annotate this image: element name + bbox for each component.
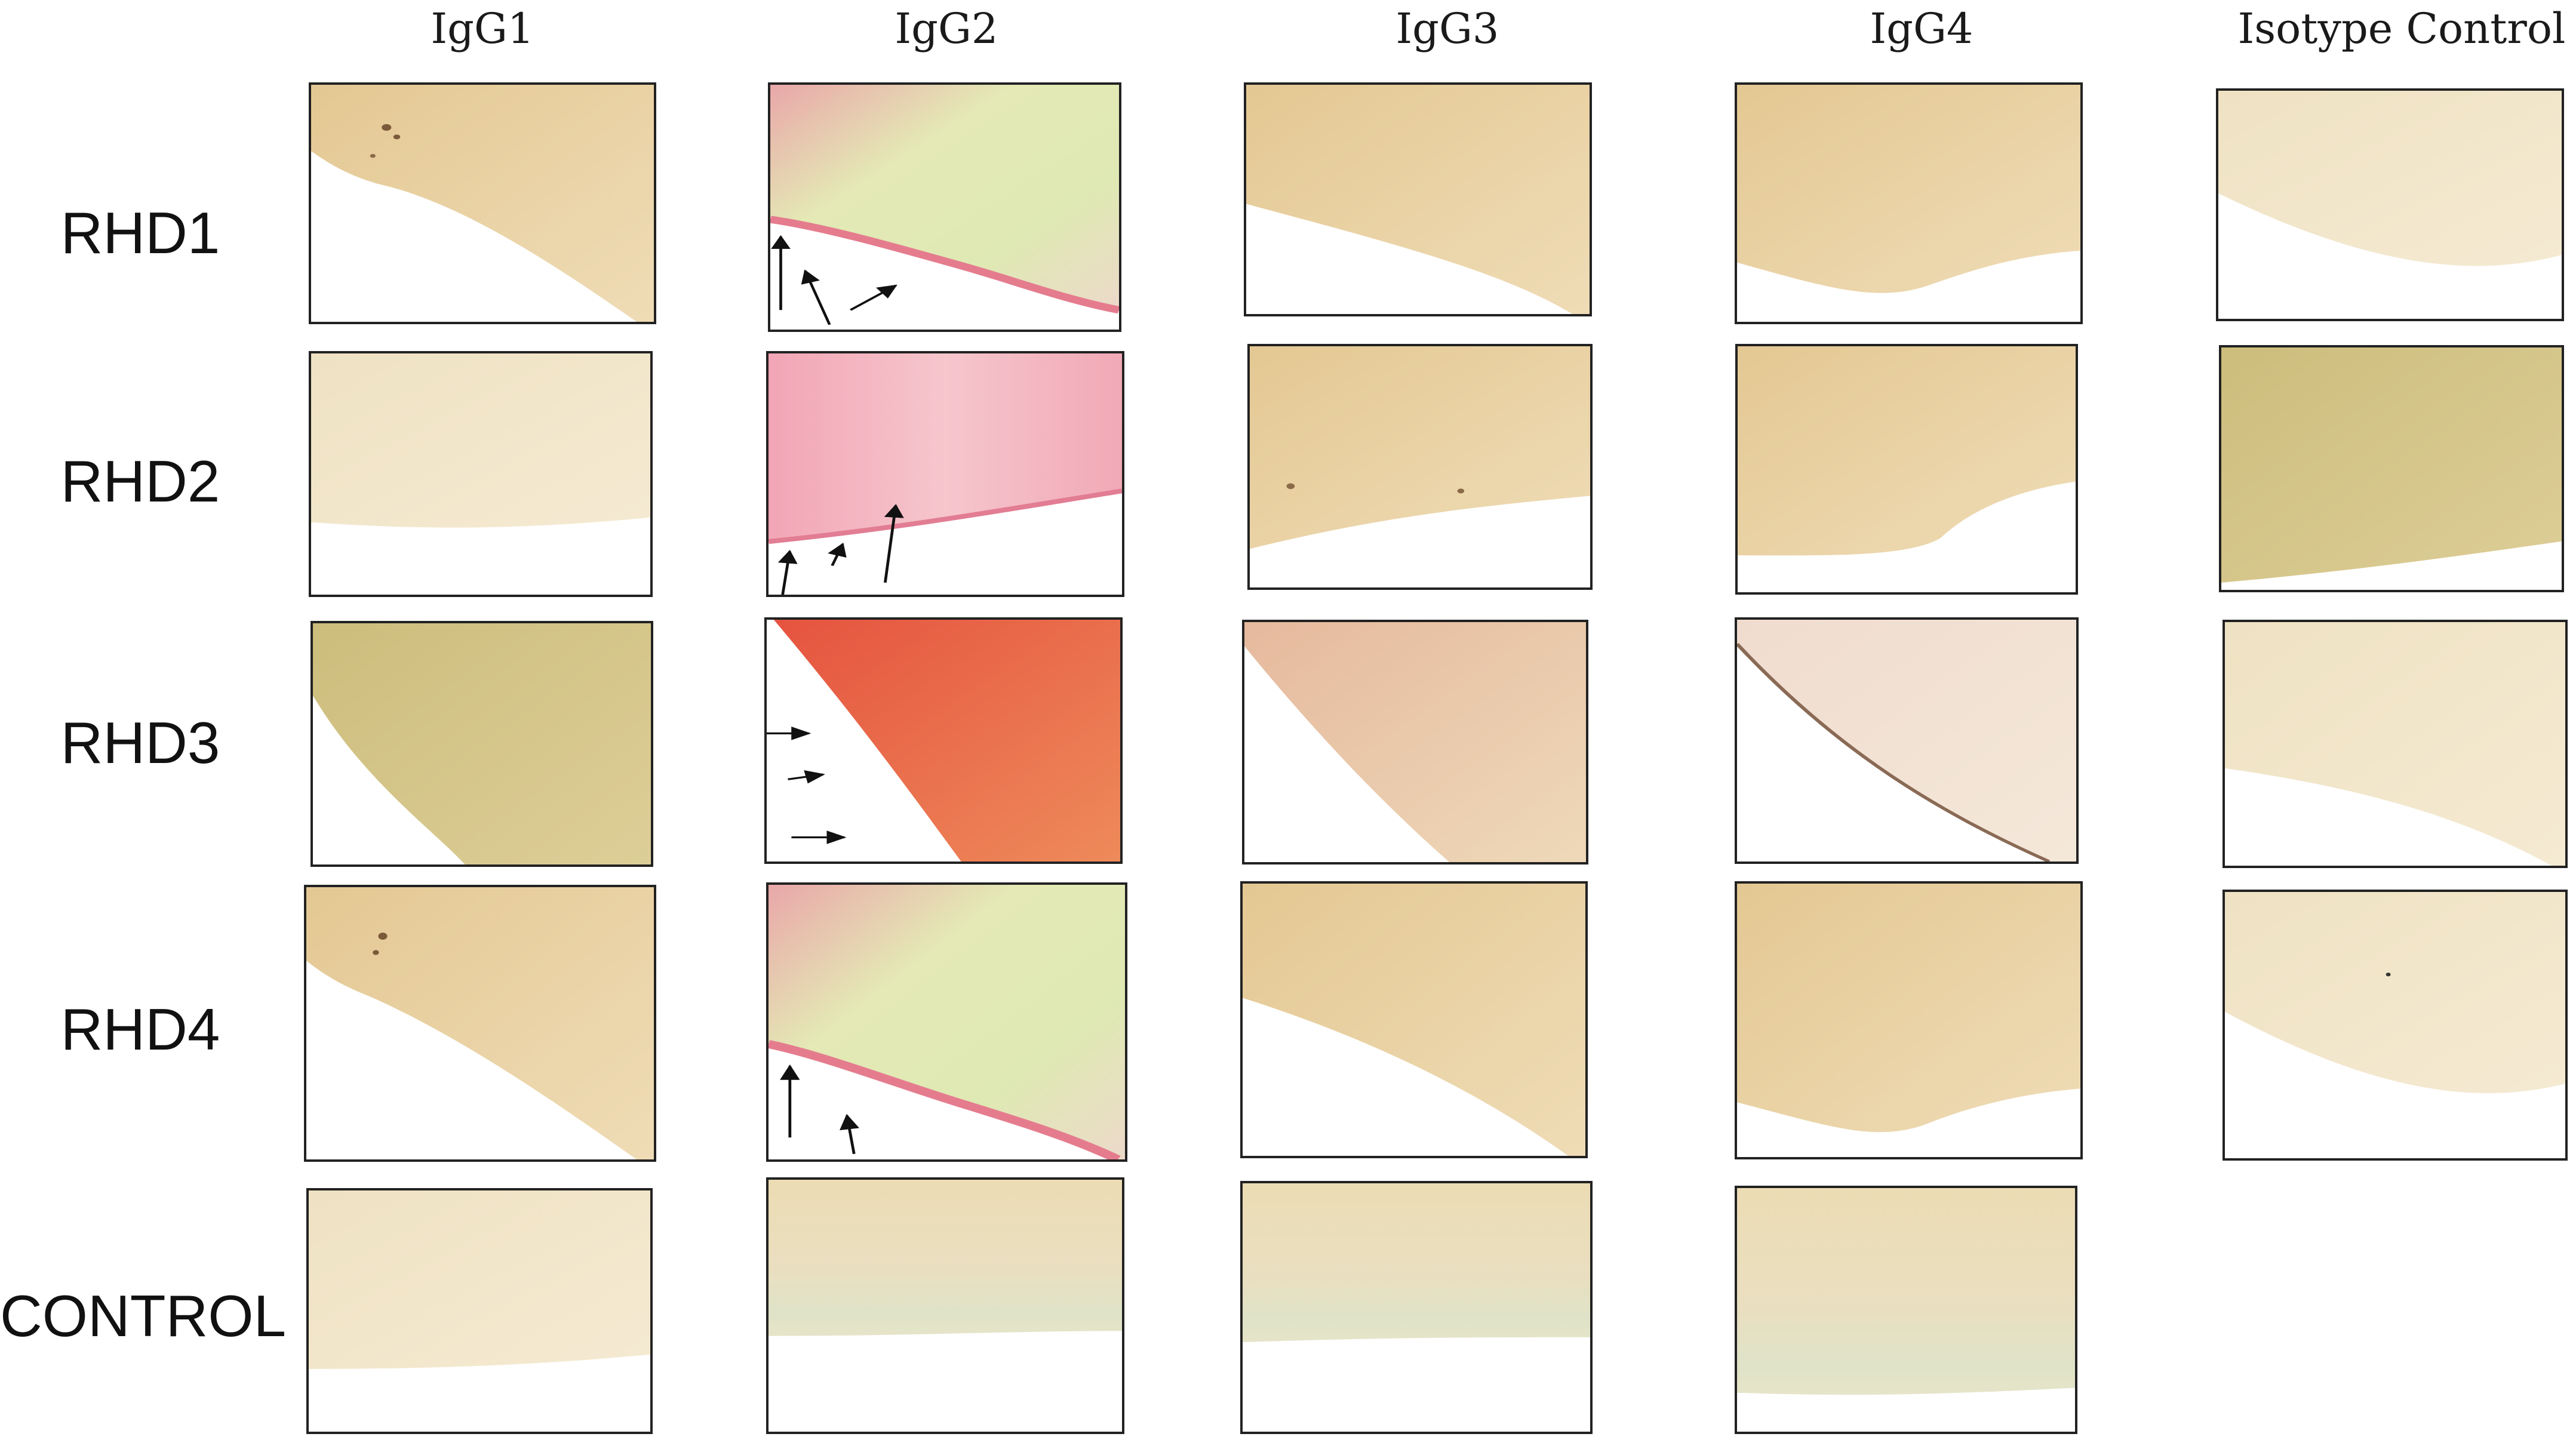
row-label-rhd1: RHD1	[60, 200, 220, 266]
panel-rhd4-igg4	[1735, 881, 2083, 1159]
row-label-rhd4: RHD4	[60, 996, 220, 1062]
panel-rhd2-isotype-control	[2219, 345, 2564, 592]
column-header-igg2: IgG2	[894, 4, 998, 53]
panel-rhd4-isotype-control	[2223, 890, 2568, 1161]
panel-rhd4-igg2	[766, 882, 1127, 1162]
panel-rhd3-igg2	[764, 617, 1123, 864]
row-label-rhd3: RHD3	[60, 710, 220, 776]
panel-rhd1-igg2	[768, 82, 1121, 332]
panel-rhd3-isotype-control	[2223, 620, 2568, 868]
row-label-rhd2: RHD2	[60, 448, 220, 514]
panel-rhd4-igg3	[1240, 881, 1588, 1158]
panel-control-igg1	[306, 1188, 653, 1434]
column-header-igg1: IgG1	[431, 4, 534, 53]
panel-rhd1-igg3	[1244, 82, 1592, 316]
panel-rhd2-igg2	[766, 351, 1124, 597]
panel-rhd1-igg4	[1735, 82, 2083, 324]
column-header-isotype-control: Isotype Control	[2237, 4, 2566, 53]
column-header-igg4: IgG4	[1870, 4, 1974, 53]
panel-control-igg2	[766, 1177, 1124, 1434]
panel-rhd4-igg1	[304, 885, 656, 1162]
panel-control-igg4	[1735, 1186, 2077, 1434]
row-label-control: CONTROL	[0, 1283, 287, 1349]
panel-rhd1-igg1	[309, 82, 656, 324]
panel-rhd3-igg4	[1735, 617, 2079, 864]
column-header-igg3: IgG3	[1395, 4, 1499, 53]
panel-rhd3-igg3	[1242, 620, 1588, 864]
panel-rhd3-igg1	[311, 621, 653, 867]
panel-rhd2-igg3	[1247, 344, 1593, 590]
panel-rhd1-isotype-control	[2216, 88, 2564, 321]
panel-control-igg3	[1240, 1181, 1593, 1434]
panel-rhd2-igg4	[1735, 344, 2078, 595]
panel-rhd2-igg1	[309, 351, 653, 597]
